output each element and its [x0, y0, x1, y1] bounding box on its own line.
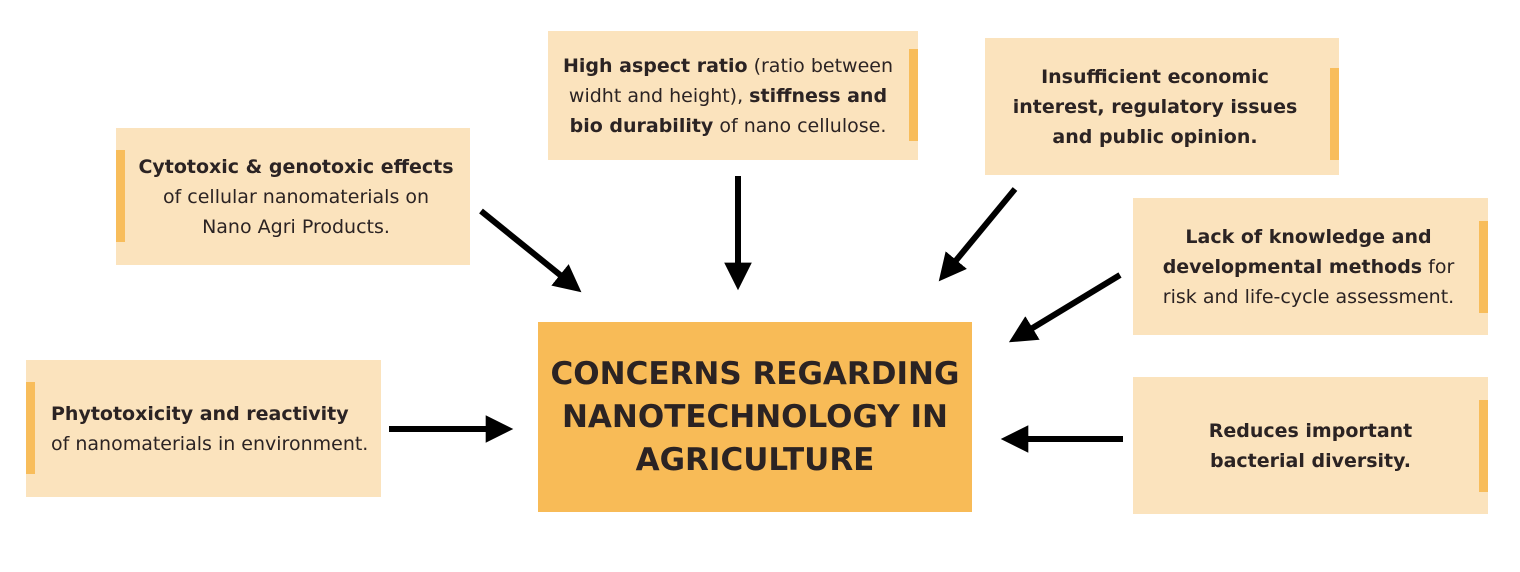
- box-economic: Insufficient economic interest, regulato…: [985, 38, 1339, 175]
- central-title-line-1: CONCERNS REGARDING: [550, 355, 960, 392]
- box-aspect-ratio-normal-1: (ratio between widht and height),: [568, 54, 894, 107]
- box-phytotoxicity-accent: [26, 382, 35, 474]
- box-aspect-ratio-text: High aspect ratio (ratio between widht a…: [560, 51, 896, 141]
- box-cytotoxic-normal: of cellular nanomaterials on Nano Agri P…: [162, 185, 430, 238]
- box-cytotoxic-text: Cytotoxic & genotoxic effects of cellula…: [136, 152, 456, 242]
- box-knowledge: Lack of knowledge and developmental meth…: [1133, 198, 1488, 335]
- box-phytotoxicity: Phytotoxicity and reactivity of nanomate…: [26, 360, 381, 497]
- central-title-line-3: AGRICULTURE: [635, 441, 875, 478]
- box-knowledge-text: Lack of knowledge and developmental meth…: [1151, 222, 1466, 312]
- arrow-from-knowledge: [1008, 272, 1122, 343]
- central-concept-title: CONCERNS REGARDING NANOTECHNOLOGY IN AGR…: [538, 353, 972, 482]
- box-bacterial-accent: [1479, 400, 1488, 492]
- box-cytotoxic: Cytotoxic & genotoxic effects of cellula…: [116, 128, 470, 265]
- box-aspect-ratio: High aspect ratio (ratio between widht a…: [548, 31, 918, 160]
- box-knowledge-normal: for risk and life-cycle assessment.: [1162, 255, 1455, 308]
- box-aspect-ratio-bold-2: stiffness and bio durability: [569, 84, 888, 137]
- central-concept-box: CONCERNS REGARDING NANOTECHNOLOGY IN AGR…: [538, 322, 972, 512]
- box-bacterial-bold: Reduces important bacterial diversity.: [1208, 419, 1413, 472]
- box-bacterial-text: Reduces important bacterial diversity.: [1195, 416, 1426, 476]
- box-phytotoxicity-normal: of nanomaterials in environment.: [51, 432, 369, 455]
- box-knowledge-bold: Lack of knowledge and developmental meth…: [1162, 225, 1432, 278]
- arrow-from-economic: [938, 187, 1018, 282]
- box-knowledge-accent: [1479, 221, 1488, 313]
- box-phytotoxicity-text: Phytotoxicity and reactivity of nanomate…: [51, 399, 373, 459]
- box-economic-text: Insufficient economic interest, regulato…: [995, 62, 1315, 152]
- box-aspect-ratio-accent: [909, 49, 918, 141]
- arrow-from-cytotoxic: [479, 208, 582, 293]
- box-phytotoxicity-bold: Phytotoxicity and reactivity: [51, 402, 349, 425]
- box-bacterial: Reduces important bacterial diversity.: [1133, 377, 1488, 514]
- box-economic-bold: Insufficient economic interest, regulato…: [1012, 65, 1298, 148]
- box-cytotoxic-bold: Cytotoxic & genotoxic effects: [138, 155, 454, 178]
- box-aspect-ratio-bold-1: High aspect ratio: [562, 54, 748, 77]
- central-title-line-2: NANOTECHNOLOGY IN: [561, 398, 949, 435]
- box-aspect-ratio-normal-2: of nano cellulose.: [713, 114, 887, 137]
- box-economic-accent: [1330, 68, 1339, 160]
- box-cytotoxic-accent: [116, 150, 125, 242]
